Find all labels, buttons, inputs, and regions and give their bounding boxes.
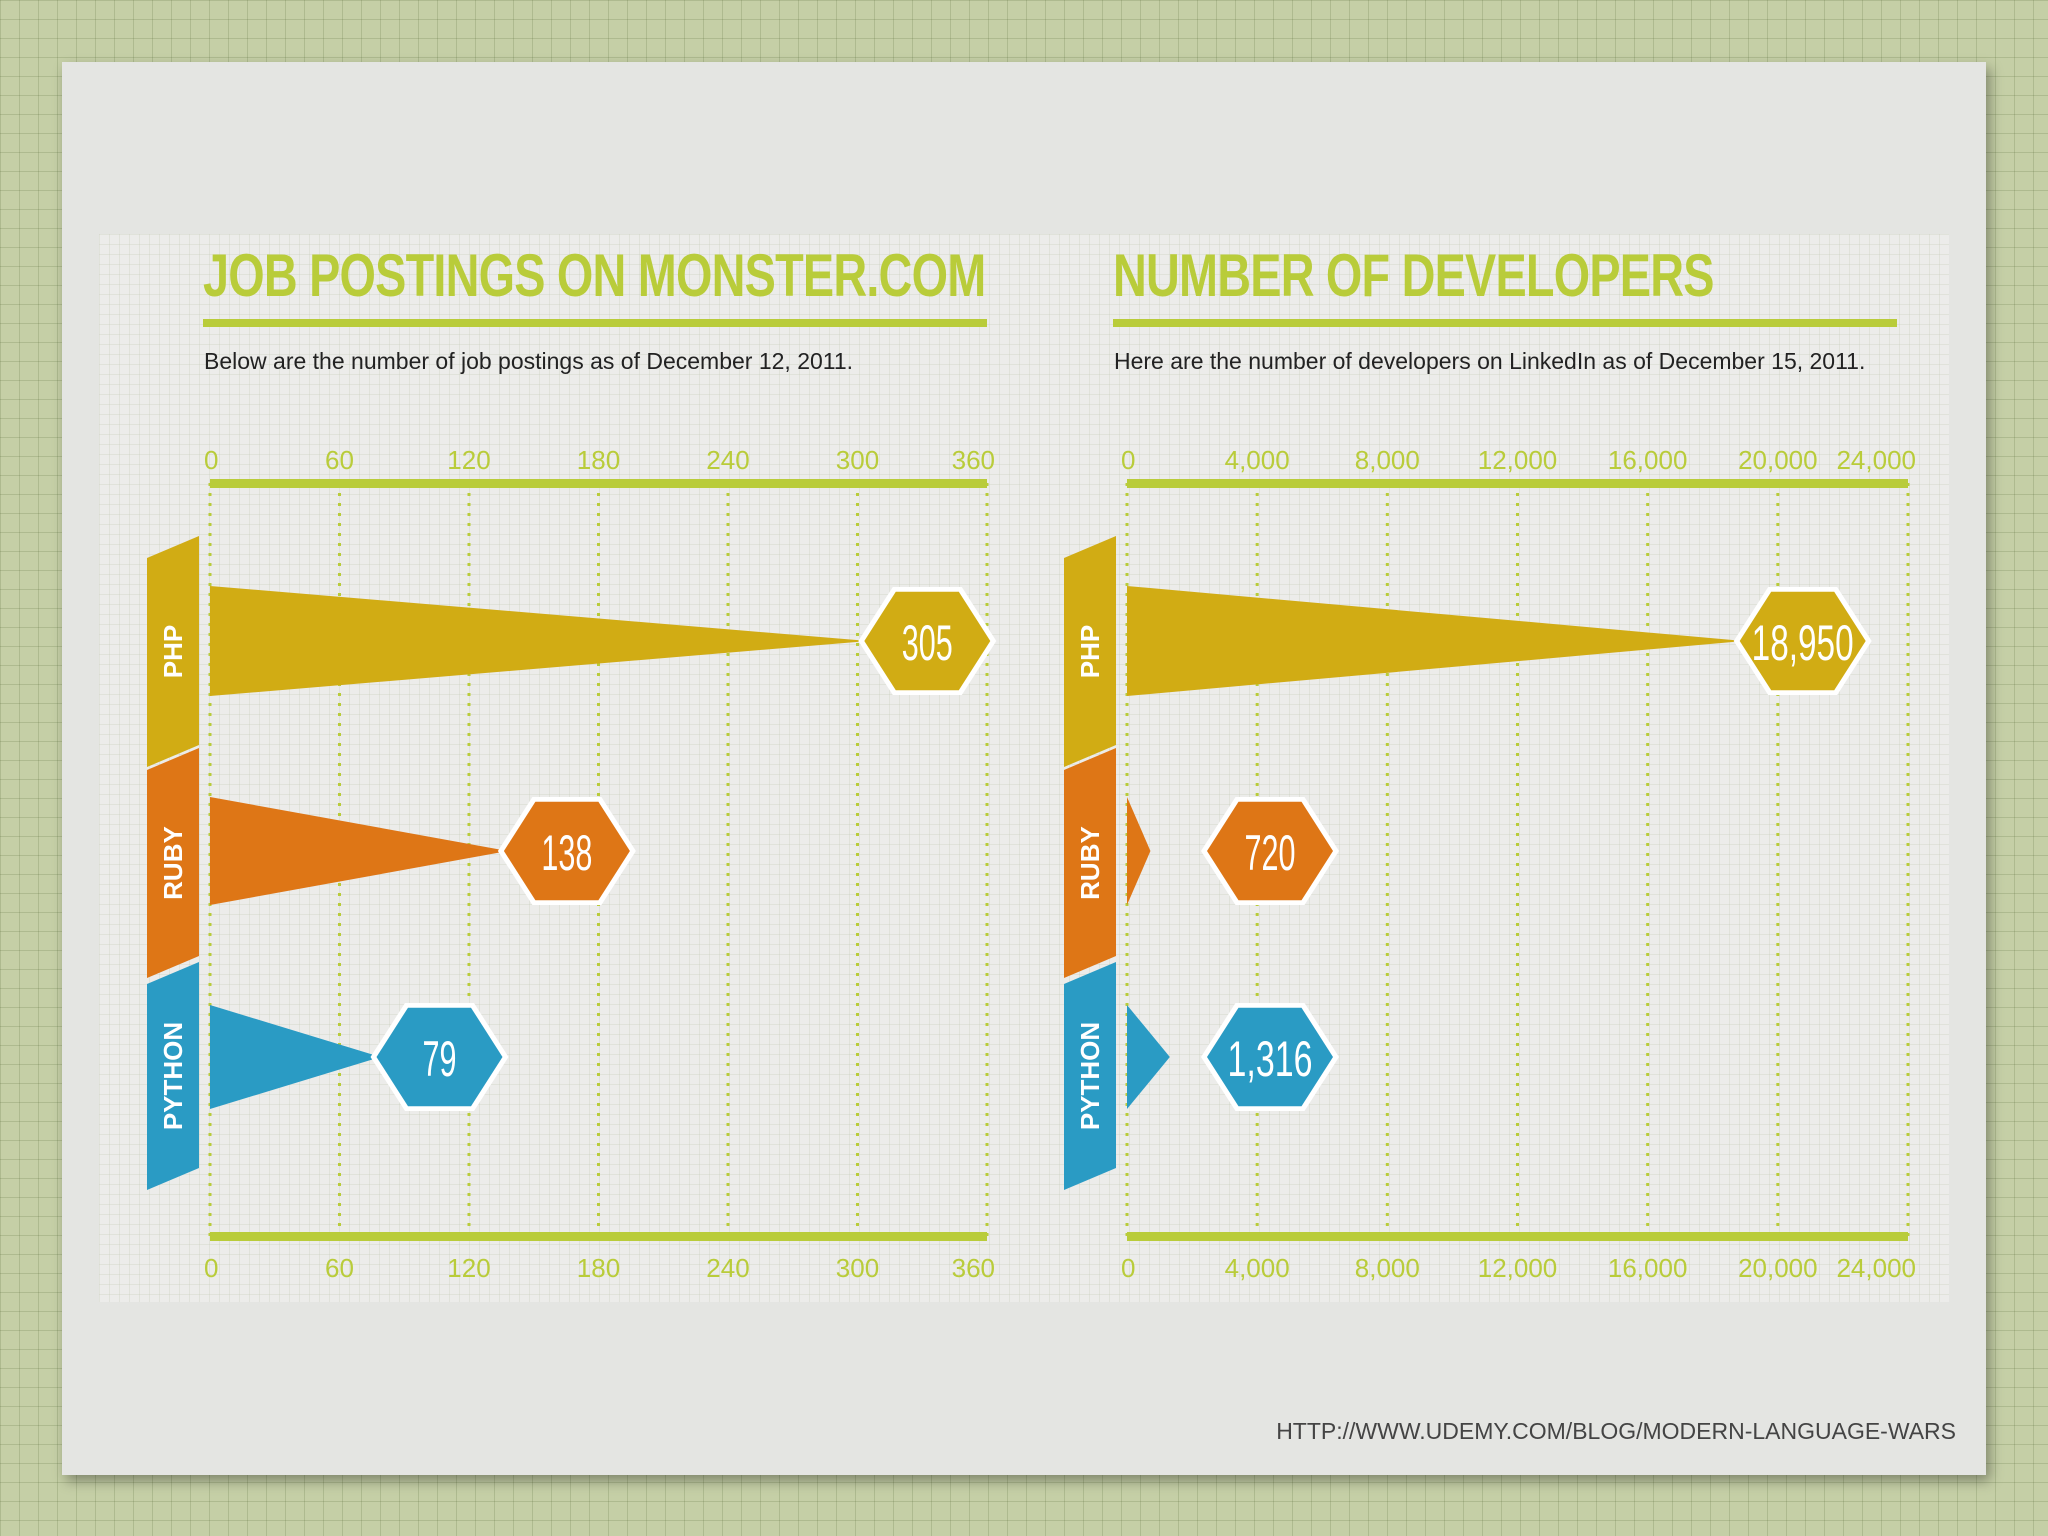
tick-label-bottom: 0 [204,1253,218,1283]
bar-ruby [1127,797,1151,905]
category-label-php: PHP [1075,625,1105,678]
category-label-php: PHP [158,625,188,678]
tick-label-top: 0 [1121,445,1135,475]
value-hexagon [376,1007,503,1107]
value-label-ruby: 138 [541,825,592,881]
tick-label-top: 60 [325,445,354,475]
infographic-panel [99,234,1949,1302]
tick-label-top: 24,000 [1836,445,1916,475]
tick-label-bottom: 24,000 [1836,1253,1916,1283]
top-axis-rule [1127,479,1908,488]
category-tab-python [147,962,199,1190]
tick-label-top: 120 [447,445,490,475]
tick-label-bottom: 120 [447,1253,490,1283]
subtitle-job-postings: Below are the number of job postings as … [204,348,854,374]
bar-ruby [210,797,508,905]
category-label-python: PYTHON [158,1022,188,1130]
value-hexagon [503,801,630,901]
value-label-ruby: 720 [1245,825,1296,881]
category-label-python: PYTHON [1075,1022,1105,1130]
bar-php [210,586,869,696]
tick-label-top: 16,000 [1608,445,1688,475]
tick-label-top: 0 [204,445,218,475]
chart-title-developers: NUMBER OF DEVELOPERS [1113,242,1714,309]
tick-label-top: 300 [836,445,879,475]
tick-label-bottom: 60 [325,1253,354,1283]
chart-0: 0 0 60 60 120 120 180 180 240 240 300 300 360 360 PHP R… [147,445,997,1283]
category-tab-php [147,536,199,767]
tick-label-top: 12,000 [1478,445,1558,475]
category-tab-php [1064,536,1116,767]
chart-title-job-postings: JOB POSTINGS ON MONSTER.COM [203,242,986,309]
category-label-ruby: RUBY [158,826,188,900]
bottom-axis-rule [210,1232,987,1241]
value-label-php: 18,950 [1752,615,1854,671]
value-hexagon [1739,591,1866,691]
tick-label-bottom: 12,000 [1478,1253,1558,1283]
tick-label-bottom: 300 [836,1253,879,1283]
bottom-axis-rule [1127,1232,1908,1241]
tick-label-top: 360 [952,445,995,475]
tick-label-bottom: 8,000 [1355,1253,1420,1283]
tick-label-bottom: 16,000 [1608,1253,1688,1283]
tick-label-bottom: 0 [1121,1253,1135,1283]
tick-label-bottom: 240 [706,1253,749,1283]
subtitle-developers: Here are the number of developers on Lin… [1114,348,1866,374]
value-label-python: 79 [423,1031,457,1087]
tick-label-bottom: 360 [952,1253,995,1283]
top-axis-rule [210,479,987,488]
bar-python [1127,1005,1170,1109]
tick-label-bottom: 4,000 [1225,1253,1290,1283]
tick-label-top: 4,000 [1225,445,1290,475]
value-hexagon [1207,801,1333,901]
tick-label-top: 8,000 [1355,445,1420,475]
value-hexagon [864,591,991,691]
tick-label-top: 20,000 [1738,445,1818,475]
value-label-python: 1,316 [1228,1031,1313,1087]
category-tab-ruby [147,748,199,978]
value-label-php: 305 [902,615,953,671]
title-rule-job-postings [203,319,987,327]
bar-php [1127,586,1744,696]
bar-python [210,1005,381,1109]
value-hexagon [1207,1007,1333,1107]
category-tab-python [1064,962,1116,1190]
tick-label-top: 180 [577,445,620,475]
chart-1: 0 0 4,000 4,000 8,000 8,000 12,000 12,000 16,000… [1064,445,1916,1283]
tick-label-bottom: 180 [577,1253,620,1283]
tick-label-bottom: 20,000 [1738,1253,1818,1283]
category-tab-ruby [1064,748,1116,978]
title-rule-developers [1113,319,1897,327]
tick-label-top: 240 [706,445,749,475]
source-url: HTTP://WWW.UDEMY.COM/BLOG/MODERN-LANGUAG… [1276,1418,1956,1444]
category-label-ruby: RUBY [1075,826,1105,900]
